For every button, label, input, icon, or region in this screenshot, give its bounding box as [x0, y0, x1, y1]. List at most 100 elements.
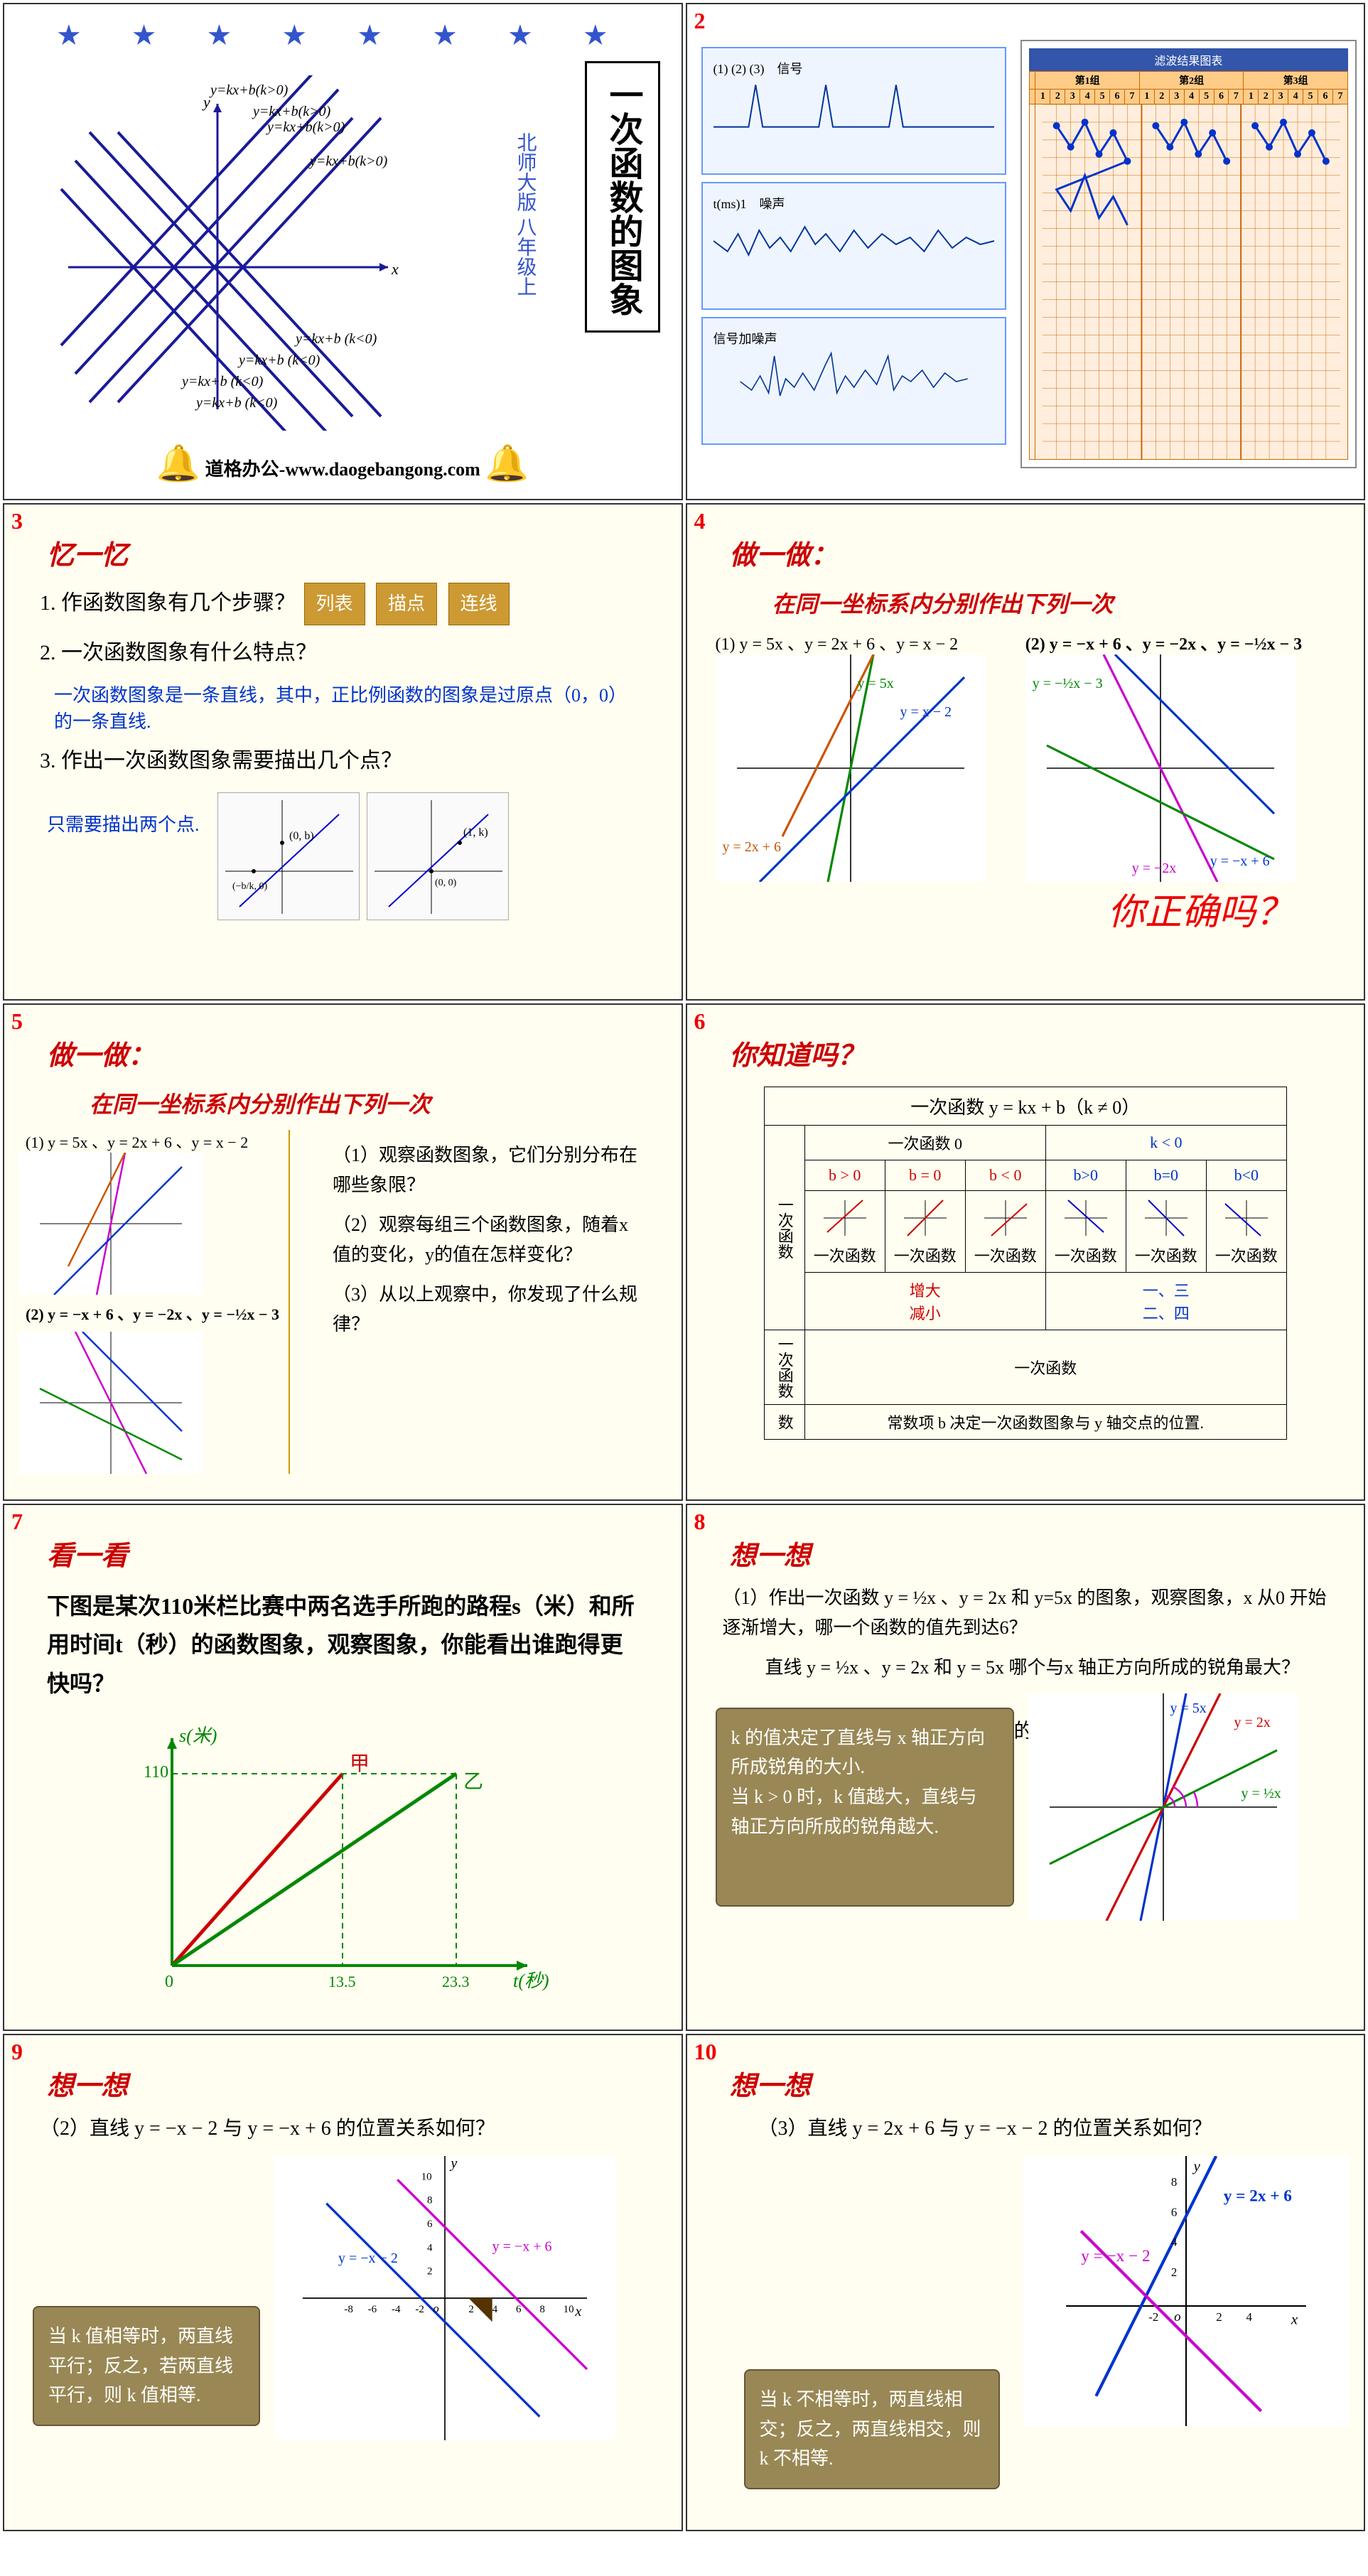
svg-text:23.3: 23.3 — [442, 1973, 470, 1990]
svg-text:4: 4 — [427, 2242, 433, 2253]
bell-icon-left: 🔔 — [156, 443, 200, 483]
svg-text:-8: -8 — [344, 2304, 352, 2315]
q: （3）直线 y = 2x + 6 与 y = −x − 2 的位置关系如何？ — [758, 2113, 1329, 2145]
eq-label-3: y=kx+b(k>0) — [267, 119, 345, 136]
slide-9: 9 想一想 （2）直线 y = −x − 2 与 y = −x + 6 的位置关… — [3, 2034, 683, 2531]
subheading: 在同一坐标系内分别作出下列一次 — [772, 586, 1350, 619]
heading: 做一做： — [730, 533, 1350, 572]
svg-text:(1, k): (1, k) — [463, 826, 488, 839]
q1: 1. 作函数图象有几个步骤？ 列表 描点 连线 — [40, 583, 646, 625]
slide-5: 5 做一做： 在同一坐标系内分别作出下列一次 (1) y = 5x 、y = 2… — [3, 1003, 683, 1501]
svg-text:y = −x − 2: y = −x − 2 — [338, 2251, 398, 2266]
svg-text:o: o — [433, 2302, 438, 2315]
svg-text:-2: -2 — [415, 2304, 424, 2315]
svg-text:o: o — [1174, 2310, 1181, 2324]
star-row: ★ ★ ★ ★ ★ ★ ★ ★ — [18, 18, 667, 52]
heading: 你知道吗？ — [730, 1033, 1350, 1072]
graph-1: y = 5x y = x − 2 y = 2x + 6 — [716, 654, 986, 882]
a2: 一次函数图象是一条直线，其中，正比例函数的图象是过原点（0，0）的一条直线. — [54, 681, 632, 733]
svg-text:t(秒): t(秒) — [513, 1971, 549, 1991]
svg-text:110: 110 — [144, 1763, 168, 1782]
callout: 当 k 不相等时，两直线相交；反之，两直线相交，则 k 不相等. — [744, 2369, 1000, 2489]
svg-text:4: 4 — [1171, 2236, 1178, 2249]
handwrite-prompt: 你正确吗？ — [701, 882, 1293, 935]
angle-graph: y = 5x y = 2x y = ½x — [1028, 1693, 1298, 1921]
footer-text: 道格办公-www.daogebangong.com — [205, 459, 480, 480]
slide-number: 9 — [11, 2039, 23, 2065]
result-grid: 第1组第2组第3组 123456712345671234567 — [1029, 71, 1348, 460]
slide-number: 7 — [11, 1509, 23, 1535]
svg-text:乙: 乙 — [463, 1771, 483, 1793]
callout: k 的值决定了直线与 x 轴正方向所成锐角的大小. 当 k > 0 时，k 值越… — [716, 1708, 1014, 1907]
obs1: （1）观察函数图象，它们分别分布在哪些象限？ — [333, 1141, 646, 1200]
heading: 想一想 — [47, 2064, 667, 2103]
svg-text:6: 6 — [516, 2304, 522, 2315]
graph-a — [18, 1153, 203, 1295]
eq1: (1) y = 5x 、y = 2x + 6 、y = x − 2 — [716, 635, 959, 654]
svg-text:2: 2 — [1171, 2265, 1177, 2279]
eq1: (1) y = 5x 、y = 2x + 6 、y = x − 2 — [26, 1130, 289, 1153]
footer: 🔔 道格办公-www.daogebangong.com 🔔 — [4, 443, 682, 485]
slide-number: 5 — [11, 1008, 23, 1035]
slide-number: 3 — [11, 508, 23, 534]
signal-panel-3: 信号加噪声 — [701, 317, 1006, 445]
svg-text:(0, b): (0, b) — [289, 830, 314, 842]
svg-text:-4: -4 — [392, 2304, 401, 2315]
slide-1: ★ ★ ★ ★ ★ ★ ★ ★ x y y=kx+b(k>0) y=kx+b(k… — [3, 3, 683, 500]
svg-text:4: 4 — [492, 2304, 498, 2315]
slide-number: 8 — [694, 1509, 706, 1535]
slide-2: 2 (1) (2) (3) 信号 t(ms)1 噪声 信号加噪声 滤波结果图表 … — [686, 3, 1366, 500]
eq-label-2: y=kx+b(k>0) — [253, 104, 330, 120]
svg-text:-6: -6 — [368, 2304, 377, 2315]
svg-text:2: 2 — [468, 2304, 474, 2315]
svg-text:x: x — [574, 2304, 581, 2319]
q2: 2. 一次函数图象有什么特点？ — [40, 636, 646, 670]
eq-label-5: y=kx+b (k<0) — [296, 331, 377, 347]
bell-icon-right: 🔔 — [485, 443, 529, 483]
intersect-graph: y = 2x + 6 y = −x − 2 24 -2 2468 x y o — [1023, 2156, 1350, 2426]
slide-3: 3 忆一忆 1. 作函数图象有几个步骤？ 列表 描点 连线 2. 一次函数图象有… — [3, 503, 683, 1001]
mini-graph-2: (1, k)(0, 0) — [367, 792, 509, 920]
slide-7: 7 看一看 下图是某次110米栏比赛中两名选手所跑的路程s（米）和所用时间t（秒… — [3, 1504, 683, 2031]
svg-text:6: 6 — [427, 2219, 433, 2230]
eq2: (2) y = −x + 6 、y = −2x 、y = −½x − 3 — [26, 1302, 281, 1325]
callout: 当 k 值相等时，两直线平行；反之，若两直线平行，则 k 值相等. — [33, 2306, 260, 2426]
btn-plot[interactable]: 描点 — [376, 583, 437, 625]
heading: 想一想 — [730, 2064, 1350, 2103]
svg-text:10: 10 — [564, 2304, 574, 2315]
obs2: （2）观察每组三个函数图象，随着x值的变化，y的值在怎样变化？ — [333, 1210, 646, 1269]
linear-lines-diagram: x y y=kx+b(k>0) y=kx+b(k>0) y=kx+b(k>0) … — [33, 75, 424, 431]
q: （2）直线 y = −x − 2 与 y = −x + 6 的位置关系如何？ — [40, 2113, 646, 2145]
svg-text:y = −x + 6: y = −x + 6 — [492, 2238, 552, 2254]
svg-text:y = −x − 2: y = −x − 2 — [1081, 2247, 1150, 2265]
svg-text:(−b/k, 0): (−b/k, 0) — [232, 881, 267, 892]
btn-list[interactable]: 列表 — [304, 583, 365, 625]
q2: 直线 y = ½x 、y = 2x 和 y = 5x 哪个与x 轴正方向所成的锐… — [765, 1653, 1329, 1683]
svg-text:8: 8 — [427, 2195, 433, 2206]
svg-text:13.5: 13.5 — [328, 1973, 356, 1990]
graph-2: y = −½x − 3 y = −x + 6 y = −2x — [1025, 654, 1296, 882]
eq-label-7: y=kx+b (k<0) — [182, 374, 263, 390]
subtitle: 北师大版 八年级上 — [511, 132, 539, 296]
btn-connect[interactable]: 连线 — [448, 583, 510, 625]
obs3: （3）从以上观察中，你发现了什么规律？ — [333, 1280, 646, 1339]
graph-b — [18, 1332, 203, 1474]
eq-label-1: y=kx+b(k>0) — [210, 82, 288, 99]
svg-text:x: x — [1291, 2310, 1298, 2327]
parallel-graph: y = −x − 2 y = −x + 6 2 4 6 8 10 -2 -4 -6 -8 2 4… — [274, 2156, 615, 2440]
slide-number: 2 — [694, 8, 706, 34]
heading: 做一做： — [47, 1033, 667, 1072]
q3: 3. 作出一次函数图象需要描出几个点？ — [40, 744, 646, 778]
svg-text:y: y — [449, 2156, 457, 2172]
svg-text:甲: 甲 — [350, 1753, 370, 1775]
svg-text:2: 2 — [427, 2266, 433, 2278]
signal-panel-1: (1) (2) (3) 信号 — [701, 47, 1006, 175]
svg-text:y: y — [1192, 2157, 1201, 2174]
heading: 想一想 — [730, 1534, 1350, 1573]
window-title: 滤波结果图表 — [1029, 48, 1348, 71]
slide-number: 10 — [694, 2039, 717, 2065]
svg-text:x: x — [391, 260, 399, 278]
mini-graph-1: (0, b) (−b/k, 0) — [217, 792, 360, 920]
slide-10: 10 想一想 （3）直线 y = 2x + 6 与 y = −x − 2 的位置… — [686, 2034, 1366, 2531]
svg-text:s(米): s(米) — [179, 1725, 217, 1746]
